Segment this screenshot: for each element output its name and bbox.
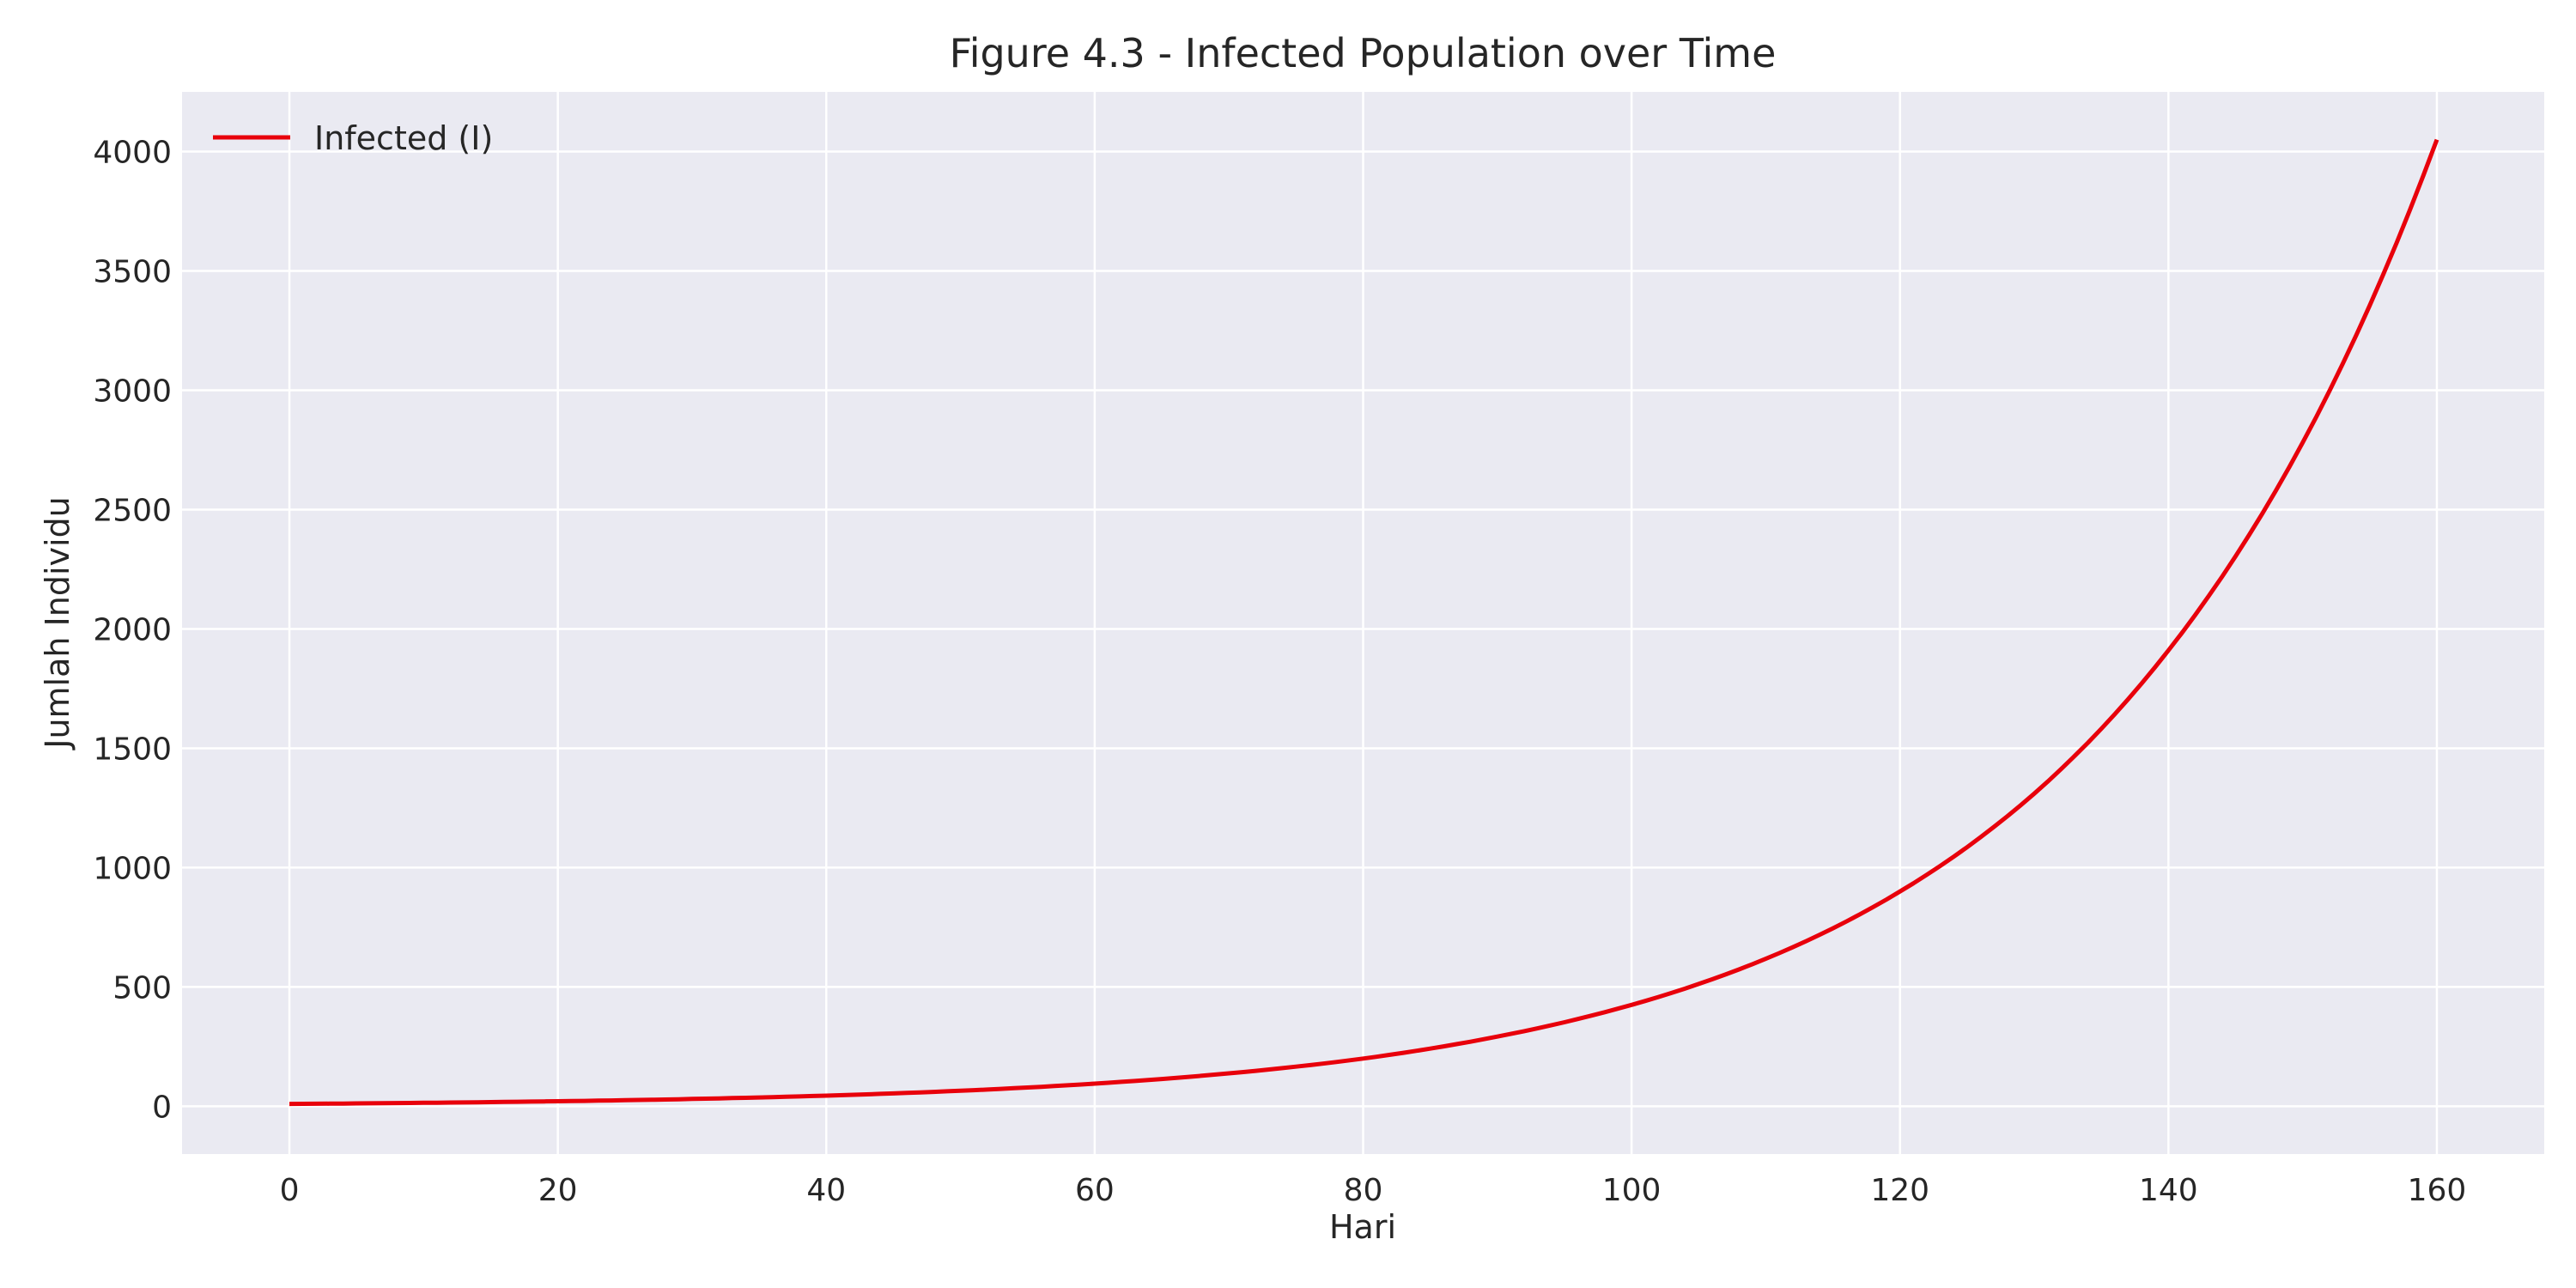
legend: Infected (I) [213, 119, 493, 157]
x-tick-label: 40 [806, 1173, 846, 1208]
y-tick-label: 3500 [93, 254, 172, 289]
y-tick-label: 0 [152, 1090, 172, 1125]
x-tick-label: 160 [2408, 1173, 2467, 1208]
x-tick-label: 80 [1344, 1173, 1383, 1208]
x-tick-labels: 0 20 40 60 80 100 120 140 160 [280, 1173, 2467, 1208]
y-tick-label: 3000 [93, 374, 172, 409]
y-axis-label: Jumlah Individu [39, 496, 76, 750]
chart-title: Figure 4.3 - Infected Population over Ti… [950, 30, 1777, 76]
x-grid [288, 92, 2439, 1154]
x-tick-label: 140 [2139, 1173, 2198, 1208]
y-tick-label: 500 [112, 970, 172, 1005]
series-layer [289, 138, 2439, 1107]
y-tick-label: 2000 [93, 612, 172, 647]
x-tick-label: 120 [1870, 1173, 1929, 1208]
x-axis-label: Hari [1329, 1208, 1396, 1246]
y-tick-label: 4000 [93, 135, 172, 170]
y-grid [182, 150, 2544, 1108]
series-line-infected [289, 138, 2439, 1107]
x-tick-label: 20 [538, 1173, 578, 1208]
y-tick-label: 1500 [93, 732, 172, 767]
y-tick-label: 2500 [93, 493, 172, 528]
y-tick-labels: 0 500 1000 1500 2000 2500 3000 3500 4000 [93, 135, 172, 1125]
x-tick-label: 60 [1075, 1173, 1115, 1208]
x-tick-label: 0 [280, 1173, 300, 1208]
y-tick-label: 1000 [93, 851, 172, 886]
x-tick-label: 100 [1602, 1173, 1662, 1208]
legend-label-infected: Infected (I) [314, 119, 493, 157]
